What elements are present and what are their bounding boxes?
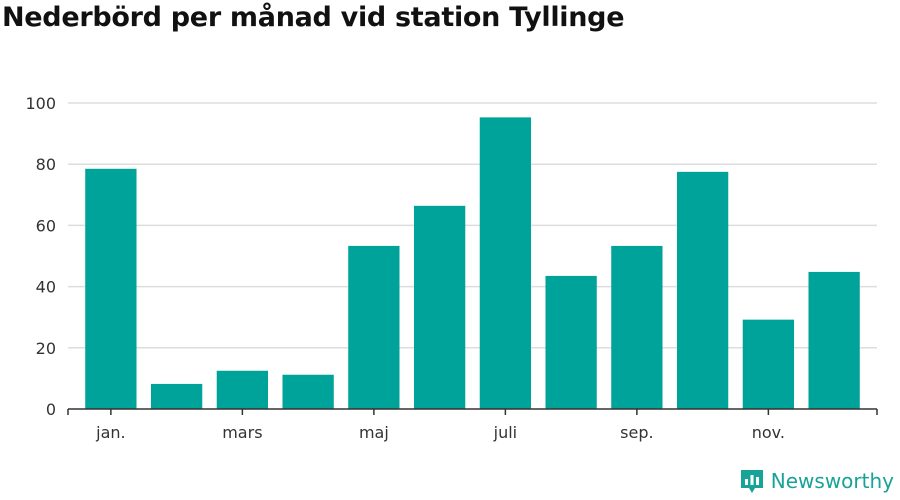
y-tick-label: 100 — [25, 94, 56, 113]
bars — [85, 117, 860, 409]
y-axis-ticks: 0 20 40 60 80 100 — [25, 94, 56, 419]
bar-jan — [85, 168, 137, 409]
bar-aug — [545, 275, 597, 409]
brand-logo[interactable]: Newsworthy — [739, 468, 894, 494]
y-tick-label: 40 — [36, 278, 56, 297]
x-axis-ticks: jan. mars maj juli sep. nov. — [67, 409, 878, 442]
newsworthy-logo-icon — [740, 470, 763, 493]
bar-nov — [742, 319, 795, 409]
bar-juni — [413, 205, 466, 409]
bar-okt — [676, 171, 729, 409]
grid-lines — [68, 102, 877, 349]
bar-apr — [282, 374, 334, 409]
bar-mars — [216, 370, 269, 409]
brand-name: Newsworthy — [770, 469, 894, 493]
y-tick-label: 80 — [36, 155, 56, 174]
y-tick-label: 0 — [46, 400, 56, 419]
bar-juli — [479, 117, 532, 409]
bar-maj — [348, 245, 400, 409]
bar-dec — [808, 271, 860, 409]
y-tick-label: 60 — [36, 216, 56, 235]
x-tick-label: mars — [222, 423, 262, 442]
x-tick-label: jan. — [95, 423, 125, 442]
y-tick-label: 20 — [36, 339, 56, 358]
chart-title: Nederbörd per månad vid station Tyllinge — [2, 2, 625, 33]
x-tick-label: maj — [359, 423, 389, 442]
x-tick-label: nov. — [752, 423, 785, 442]
x-tick-label: sep. — [620, 423, 653, 442]
x-tick-label: juli — [493, 423, 517, 442]
bar-feb — [150, 383, 203, 409]
bar-sep — [611, 245, 663, 409]
